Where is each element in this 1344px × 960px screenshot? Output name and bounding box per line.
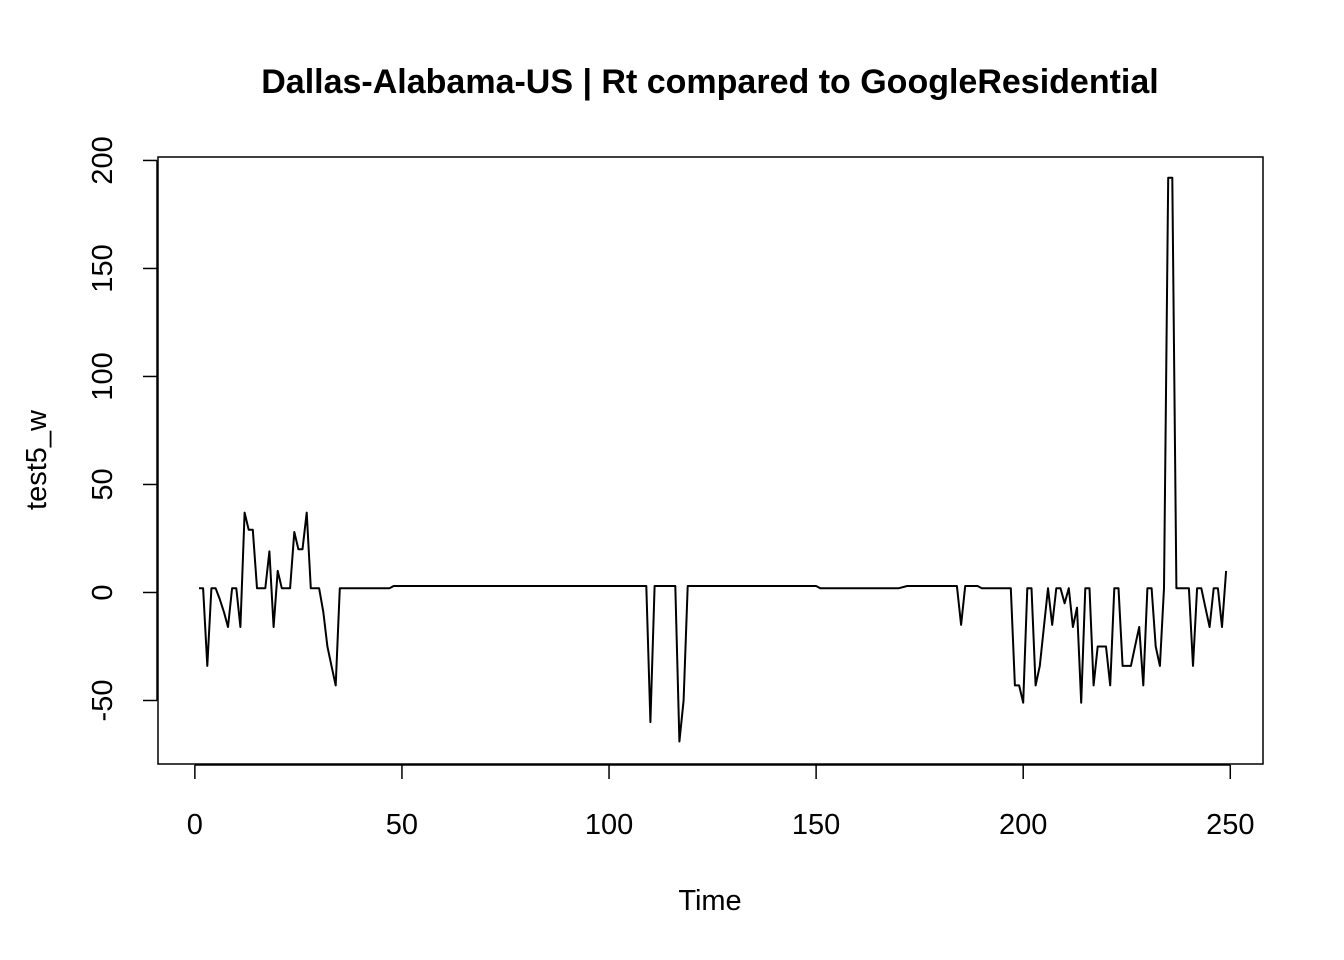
y-tick-label: 50 [87, 468, 119, 500]
y-tick-label: -50 [87, 680, 119, 722]
y-tick-label: 100 [87, 352, 119, 400]
x-tick-label: 200 [999, 809, 1047, 841]
x-axis: 0 50 100 150 200 250 [187, 764, 1254, 841]
x-tick-label: 0 [187, 809, 203, 841]
x-tick-label: 150 [792, 809, 840, 841]
y-axis-label: test5_w [21, 409, 53, 510]
plot-frame [157, 156, 1264, 765]
x-tick-label: 250 [1206, 809, 1254, 841]
y-axis: -50 0 50 100 150 200 [87, 136, 158, 722]
x-axis-label: Time [678, 885, 741, 917]
series-line [199, 176, 1228, 743]
y-tick-label: 150 [87, 244, 119, 292]
y-tick-label: 0 [87, 584, 119, 600]
y-tick-label: 200 [87, 136, 119, 184]
chart-title: Dallas-Alabama-US | Rt compared to Googl… [261, 63, 1158, 101]
x-tick-label: 50 [386, 809, 418, 841]
x-tick-label: 100 [585, 809, 633, 841]
